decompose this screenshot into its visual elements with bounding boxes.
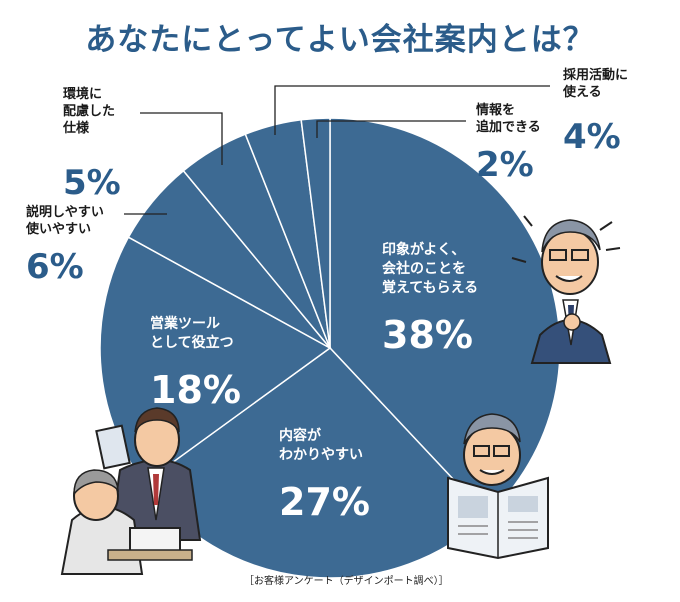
slice-label-text: 使いやすい	[25, 221, 91, 237]
slice-label-text: 会社のことを	[382, 260, 466, 277]
slice-label-text: 内容が	[279, 427, 322, 444]
salesman-and-customer-illustration	[60, 407, 202, 575]
slice-percent: 4%	[563, 117, 621, 157]
slice-percent: 5%	[63, 163, 121, 203]
slice-label-text: 説明しやすい	[26, 204, 104, 220]
slice-label-text: 印象がよく、	[382, 241, 465, 258]
slice-label-text: 使える	[562, 84, 602, 100]
slice-label-text: として役立つ	[150, 334, 234, 351]
leader-line	[274, 85, 550, 135]
chart-title: あなたにとってよい会社案内とは？	[85, 22, 595, 58]
slice-label-text: 営業ツール	[150, 315, 220, 332]
leader-line	[140, 112, 223, 165]
slice-label-text: 覚えてもらえる	[382, 279, 478, 296]
source-note: ［お客様アンケート（デザインポート調べ）］	[244, 576, 449, 587]
slice-label-text: 採用活動に	[563, 67, 628, 83]
slice-label-text: わかりやすい	[279, 447, 363, 463]
leader-line	[316, 120, 466, 138]
slice-label-text: 配慮した	[63, 103, 115, 119]
slice-percent: 18%	[150, 368, 241, 412]
slice-label-text: 追加できる	[476, 119, 541, 135]
slice-label-text: 環境に	[63, 86, 102, 102]
slice-percent: 27%	[279, 480, 370, 524]
slice-label-text: 仕様	[62, 120, 90, 136]
pie-slice	[300, 117, 331, 349]
slice-percent: 6%	[26, 247, 84, 287]
man-reading-newspaper-illustration	[447, 413, 549, 560]
slice-label-text: 情報を	[476, 102, 515, 118]
slice-percent: 2%	[476, 145, 534, 185]
slice-percent: 38%	[382, 313, 473, 357]
man-thumbs-up-illustration	[511, 215, 621, 364]
illustrations	[60, 215, 621, 575]
